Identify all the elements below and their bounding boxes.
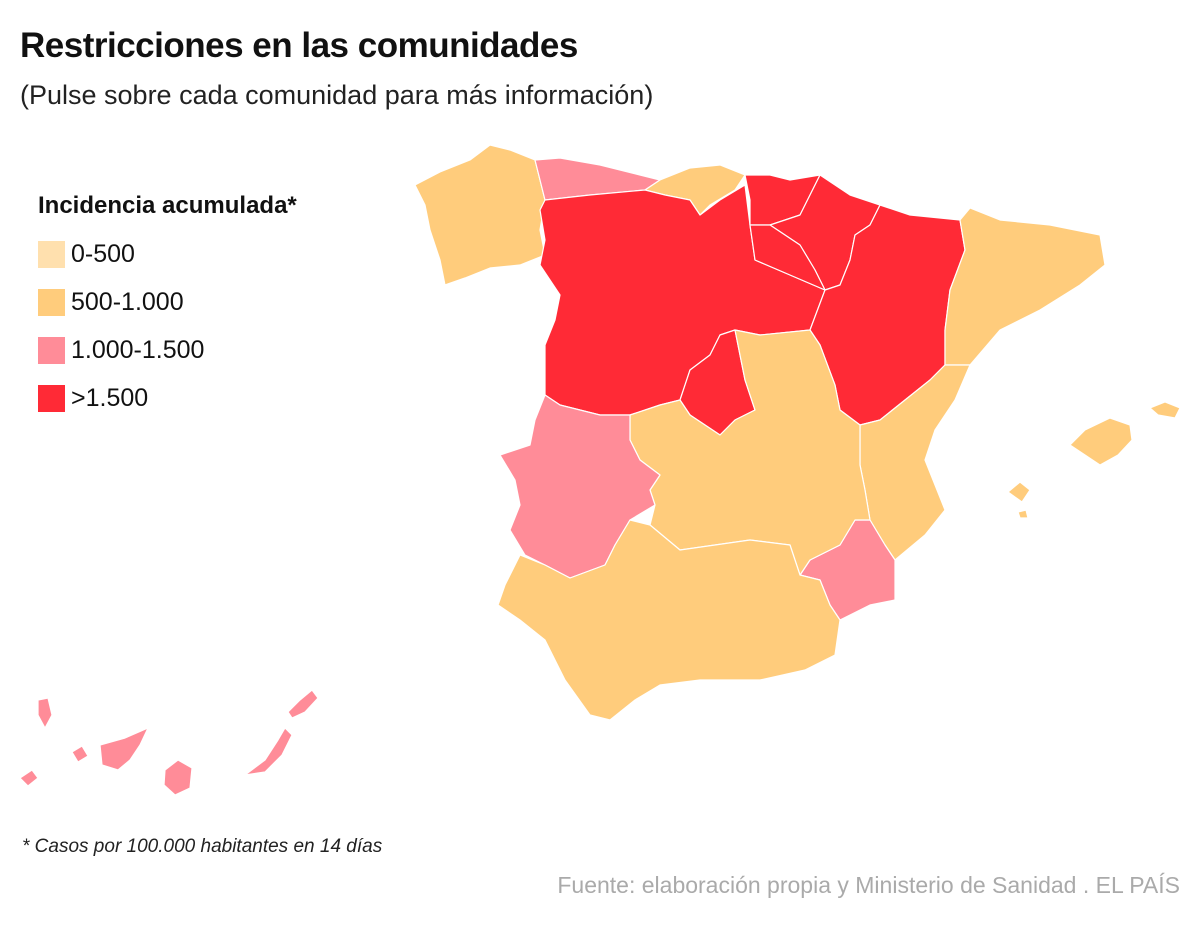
- island-menorca[interactable]: [1149, 401, 1181, 419]
- source-credit: Fuente: elaboración propia y Ministerio …: [557, 872, 1180, 898]
- legend-label: >1.500: [71, 383, 149, 412]
- region-la-rioja[interactable]: [749, 224, 826, 291]
- island-la-gomera[interactable]: [71, 745, 89, 763]
- legend-swatch: [38, 336, 65, 364]
- legend-swatch: [38, 384, 65, 412]
- region-cataluna[interactable]: [944, 207, 1106, 366]
- legend-swatch: [38, 288, 65, 316]
- chart-title: Restricciones en las comunidades: [20, 26, 578, 65]
- legend-title: Incidencia acumulada*: [38, 192, 297, 219]
- region-baleares[interactable]: [1007, 401, 1181, 519]
- legend-item: 1.000-1.500: [38, 326, 297, 374]
- island-gran-canaria[interactable]: [163, 759, 193, 796]
- legend-item: 0-500: [38, 230, 297, 278]
- legend-label: 0-500: [71, 239, 135, 268]
- island-tenerife[interactable]: [99, 727, 149, 771]
- island-mallorca[interactable]: [1069, 417, 1133, 466]
- region-andalucia[interactable]: [497, 519, 841, 721]
- region-canarias[interactable]: [19, 689, 319, 796]
- legend-label: 1.000-1.500: [71, 335, 205, 364]
- chart-subtitle: (Pulse sobre cada comunidad para más inf…: [20, 80, 654, 110]
- island-la-palma[interactable]: [37, 697, 53, 729]
- island-ibiza[interactable]: [1007, 481, 1031, 503]
- footnote: * Casos por 100.000 habitantes en 14 día…: [22, 836, 383, 857]
- legend: Incidencia acumulada* 0-500 500-1.000 1.…: [38, 192, 297, 422]
- island-lanzarote[interactable]: [287, 689, 319, 719]
- legend-item: 500-1.000: [38, 278, 297, 326]
- island-fuerteventura[interactable]: [244, 727, 293, 776]
- region-galicia[interactable]: [414, 144, 546, 286]
- island-el-hierro[interactable]: [19, 769, 39, 787]
- legend-label: 500-1.000: [71, 287, 184, 316]
- legend-swatch: [38, 240, 65, 268]
- island-formentera[interactable]: [1017, 509, 1029, 519]
- legend-item: >1.500: [38, 374, 297, 422]
